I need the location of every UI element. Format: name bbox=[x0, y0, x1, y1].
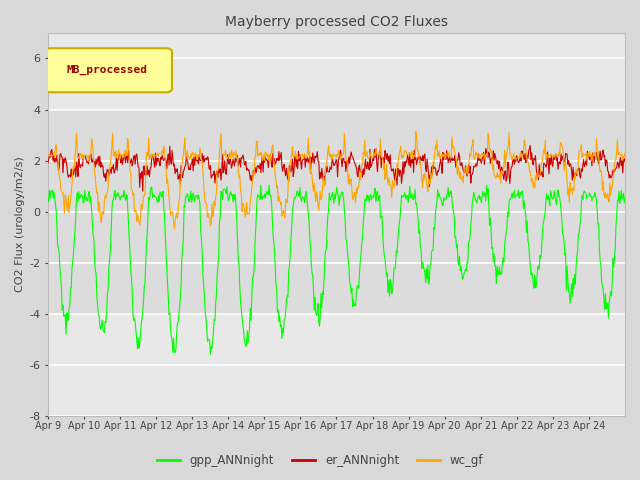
Y-axis label: CO2 Flux (urology/m2/s): CO2 Flux (urology/m2/s) bbox=[15, 156, 25, 292]
Legend: gpp_ANNnight, er_ANNnight, wc_gf: gpp_ANNnight, er_ANNnight, wc_gf bbox=[152, 449, 488, 472]
Title: Mayberry processed CO2 Fluxes: Mayberry processed CO2 Fluxes bbox=[225, 15, 448, 29]
Bar bbox=[48, 109, 625, 314]
FancyBboxPatch shape bbox=[45, 48, 172, 92]
Text: MB_processed: MB_processed bbox=[67, 65, 148, 75]
